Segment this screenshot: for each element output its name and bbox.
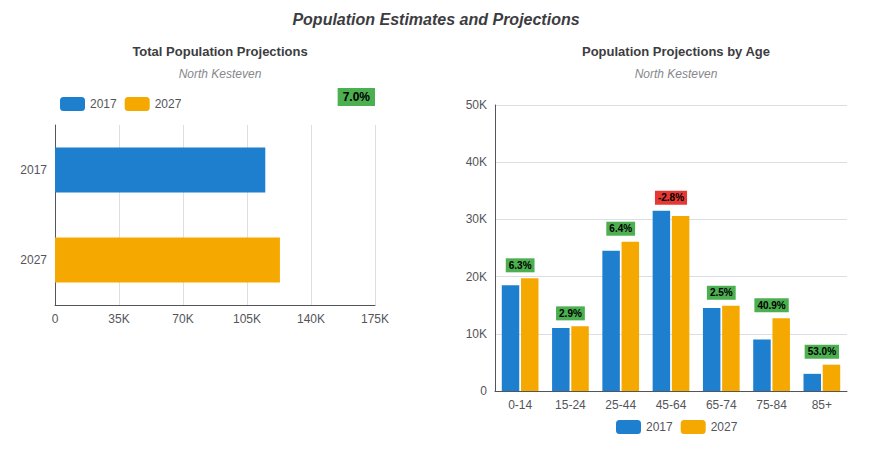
- svg-text:North Kesteven: North Kesteven: [635, 67, 718, 81]
- svg-text:-2.8%: -2.8%: [658, 192, 684, 203]
- svg-text:40.9%: 40.9%: [757, 300, 785, 311]
- svg-text:40K: 40K: [466, 155, 487, 169]
- svg-text:6.4%: 6.4%: [609, 223, 632, 234]
- svg-text:70K: 70K: [172, 312, 193, 326]
- svg-text:7.0%: 7.0%: [343, 90, 371, 104]
- svg-text:53.0%: 53.0%: [808, 346, 836, 357]
- svg-text:Population Estimates and Proje: Population Estimates and Projections: [292, 11, 579, 28]
- svg-text:35K: 35K: [108, 312, 129, 326]
- svg-text:2027: 2027: [20, 253, 47, 267]
- svg-text:0-14: 0-14: [508, 398, 532, 412]
- svg-text:2017: 2017: [20, 163, 47, 177]
- svg-text:2027: 2027: [155, 97, 182, 111]
- svg-text:30K: 30K: [466, 212, 487, 226]
- svg-text:50K: 50K: [466, 98, 487, 112]
- svg-text:85+: 85+: [812, 398, 832, 412]
- svg-text:10K: 10K: [466, 327, 487, 341]
- svg-text:Population Projections by Age: Population Projections by Age: [582, 44, 770, 59]
- svg-text:2.9%: 2.9%: [559, 308, 582, 319]
- svg-text:65-74: 65-74: [706, 398, 737, 412]
- svg-text:25-44: 25-44: [605, 398, 636, 412]
- svg-text:0: 0: [52, 312, 59, 326]
- svg-text:75-84: 75-84: [756, 398, 787, 412]
- svg-text:175K: 175K: [361, 312, 389, 326]
- svg-text:15-24: 15-24: [555, 398, 586, 412]
- svg-text:20K: 20K: [466, 270, 487, 284]
- svg-text:0: 0: [480, 384, 487, 398]
- svg-text:140K: 140K: [297, 312, 325, 326]
- svg-text:2.5%: 2.5%: [710, 287, 733, 298]
- svg-text:North Kesteven: North Kesteven: [179, 67, 262, 81]
- svg-text:Total Population Projections: Total Population Projections: [132, 44, 307, 59]
- svg-text:105K: 105K: [233, 312, 261, 326]
- svg-text:2017: 2017: [646, 420, 673, 434]
- svg-text:6.3%: 6.3%: [509, 260, 532, 271]
- svg-text:2027: 2027: [711, 420, 738, 434]
- svg-text:45-64: 45-64: [656, 398, 687, 412]
- svg-text:2017: 2017: [90, 97, 117, 111]
